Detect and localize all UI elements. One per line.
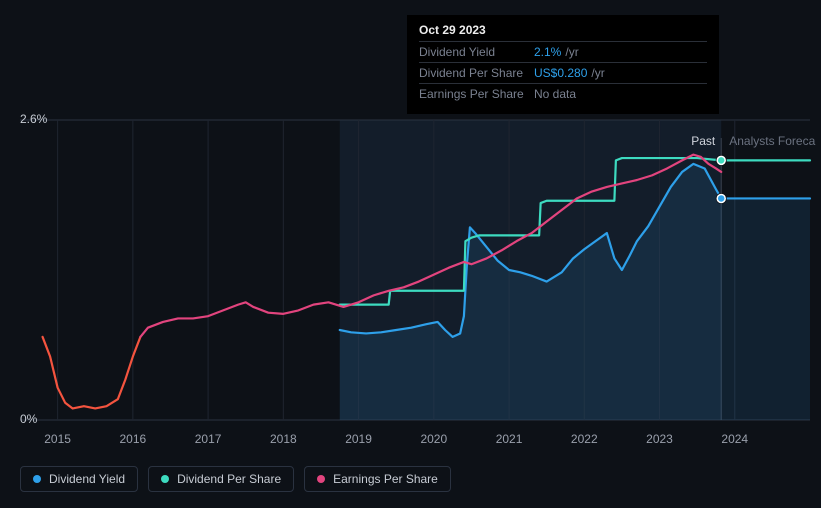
tooltip-suffix: /yr: [565, 45, 578, 59]
y-tick-label: 0%: [20, 412, 58, 426]
legend-item[interactable]: Dividend Yield: [20, 466, 138, 492]
x-tick-label: 2022: [571, 432, 598, 446]
x-tick-label: 2017: [195, 432, 222, 446]
x-tick-label: 2015: [44, 432, 71, 446]
legend-label: Dividend Yield: [49, 472, 125, 486]
legend-label: Dividend Per Share: [177, 472, 281, 486]
x-axis: 2015 2016 2017 2018 2019 2020 2021 2022 2023 2024: [20, 432, 810, 452]
legend-item[interactable]: Dividend Per Share: [148, 466, 294, 492]
legend-dot-icon: [161, 475, 169, 483]
chart-svg: [20, 108, 810, 428]
x-tick-label: 2016: [119, 432, 146, 446]
x-tick-label: 2024: [721, 432, 748, 446]
legend: Dividend Yield Dividend Per Share Earnings…: [20, 466, 451, 492]
tooltip-date: Oct 29 2023: [419, 23, 707, 41]
tooltip-label: Earnings Per Share: [419, 87, 534, 101]
tooltip-label: Dividend Per Share: [419, 66, 534, 80]
tooltip-suffix: /yr: [591, 66, 604, 80]
legend-dot-icon: [33, 475, 41, 483]
x-tick-label: 2021: [496, 432, 523, 446]
forecast-label: Analysts Foreca: [729, 134, 815, 148]
x-tick-label: 2020: [420, 432, 447, 446]
tooltip-row: Dividend Yield 2.1% /yr: [419, 41, 707, 62]
legend-item[interactable]: Earnings Per Share: [304, 466, 451, 492]
legend-dot-icon: [317, 475, 325, 483]
tooltip-value: No data: [534, 87, 576, 101]
legend-label: Earnings Per Share: [333, 472, 438, 486]
tooltip-value: 2.1%: [534, 45, 561, 59]
tooltip-row: Dividend Per Share US$0.280 /yr: [419, 62, 707, 83]
tooltip-box: Oct 29 2023 Dividend Yield 2.1% /yr Divi…: [407, 15, 719, 114]
past-label: Past: [691, 134, 715, 148]
tooltip-label: Dividend Yield: [419, 45, 534, 59]
y-tick-label: 2.6%: [20, 112, 58, 126]
x-tick-label: 2019: [345, 432, 372, 446]
chart-area[interactable]: 0% 2.6%: [20, 108, 810, 428]
tooltip-row: Earnings Per Share No data: [419, 83, 707, 104]
tooltip-value: US$0.280: [534, 66, 587, 80]
x-tick-label: 2023: [646, 432, 673, 446]
x-tick-label: 2018: [270, 432, 297, 446]
